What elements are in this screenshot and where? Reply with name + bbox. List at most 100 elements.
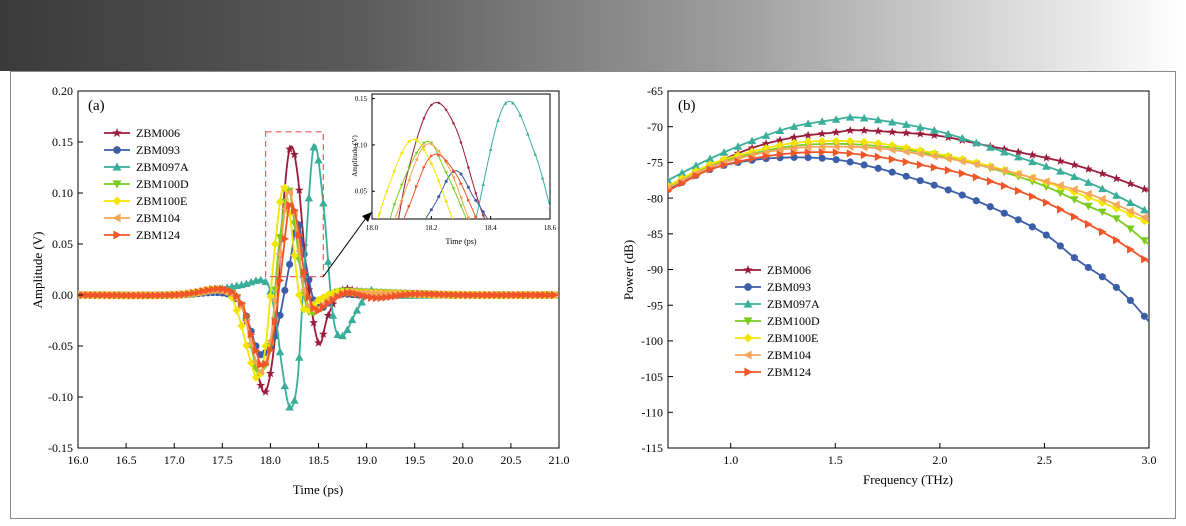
data-point [873, 144, 882, 153]
data-point [84, 290, 92, 300]
data-point [1056, 189, 1065, 198]
data-point [238, 298, 246, 308]
data-point [1070, 254, 1078, 262]
inset-data-point [459, 181, 463, 186]
panel-a-chart: 16.0 16.5 17.0 17.5 18.0 18.5 19.0 19.5 20.0 20.5… [30, 84, 570, 497]
data-point [775, 135, 785, 144]
data-point [1084, 189, 1092, 199]
data-point [333, 330, 342, 338]
data-point [958, 157, 966, 166]
inset-data-point [422, 144, 426, 149]
data-point [817, 142, 826, 151]
data-point [295, 256, 304, 265]
data-point [1098, 184, 1107, 193]
inset-data-point [399, 183, 404, 188]
data-point [251, 373, 261, 382]
data-point [1056, 205, 1065, 214]
data-point [1000, 209, 1008, 217]
data-point [888, 155, 897, 164]
legend-marker [744, 283, 752, 291]
inset-data-point [429, 161, 434, 166]
panel-b-legend: ZBM006 ZBM093 ZBM097A ZBM100D ZBM100E ZBM104 Z… [735, 263, 820, 379]
data-point [887, 117, 897, 126]
data-point [387, 292, 395, 302]
inset-data-point [518, 113, 523, 117]
data-point [309, 142, 318, 151]
y-tick-label: -75 [647, 156, 663, 170]
data-point [132, 291, 140, 300]
data-point [550, 290, 559, 300]
legend-entry: ZBM006 [136, 126, 180, 140]
data-point [901, 147, 910, 157]
data-point [859, 125, 869, 135]
data-point [930, 152, 938, 161]
data-point [502, 290, 511, 300]
data-point [1069, 160, 1079, 169]
data-point [986, 143, 995, 151]
data-point [668, 176, 673, 184]
data-point [1084, 220, 1093, 229]
data-point [271, 317, 280, 326]
data-point [290, 396, 299, 404]
data-point [1000, 166, 1008, 175]
data-point [406, 290, 415, 299]
legend-marker [113, 146, 121, 154]
data-point [304, 193, 314, 202]
data-point [733, 142, 743, 150]
y-tick-label: -95 [647, 298, 663, 312]
data-point [691, 161, 701, 169]
data-point [915, 129, 925, 138]
data-point [719, 155, 729, 164]
inset-data-point [488, 147, 493, 151]
inset-data-point [540, 176, 545, 180]
data-point [789, 122, 799, 130]
x-tick-label: 2.0 [932, 453, 947, 467]
data-point [887, 145, 896, 155]
inset-x-axis-label: Time (ps) [445, 237, 476, 246]
legend-marker [112, 196, 122, 206]
data-point [478, 290, 487, 300]
data-point [705, 154, 715, 163]
data-point [507, 290, 516, 300]
inset-data-point [437, 152, 441, 157]
data-point [469, 290, 477, 300]
y-tick-label: -90 [647, 263, 663, 277]
panel-b-label: (b) [678, 98, 696, 114]
x-tick-label: 20.5 [500, 453, 521, 467]
data-point [916, 160, 925, 169]
data-point [846, 149, 855, 158]
data-point [180, 290, 189, 299]
data-point [151, 291, 160, 300]
x-tick-label: 1.0 [723, 453, 738, 467]
data-point [521, 290, 530, 300]
data-point [1042, 177, 1050, 186]
data-point [280, 381, 290, 390]
legend-marker [112, 162, 122, 171]
data-point [324, 298, 333, 308]
inset-data-point [422, 116, 426, 120]
inset-data-point [392, 203, 397, 207]
data-point [1098, 194, 1106, 204]
series-zbm124 [78, 201, 559, 369]
data-point [199, 286, 208, 296]
legend-marker [743, 317, 753, 326]
data-point [295, 290, 304, 300]
data-point [1126, 225, 1135, 234]
zoom-arrowhead-icon [362, 212, 372, 222]
data-point [916, 123, 925, 131]
data-point [299, 285, 308, 295]
y-tick-label: -105 [641, 370, 663, 384]
data-point [916, 177, 924, 185]
data-point [256, 380, 266, 390]
legend-entry: ZBM093 [136, 143, 180, 157]
data-point [873, 139, 883, 148]
legend-entry: ZBM100D [767, 314, 820, 328]
data-point [108, 291, 116, 300]
inset-series-line [394, 143, 470, 219]
data-point [972, 197, 980, 205]
data-point [353, 289, 362, 299]
data-point [1140, 205, 1149, 214]
data-point [1126, 296, 1134, 304]
data-point [789, 132, 799, 142]
